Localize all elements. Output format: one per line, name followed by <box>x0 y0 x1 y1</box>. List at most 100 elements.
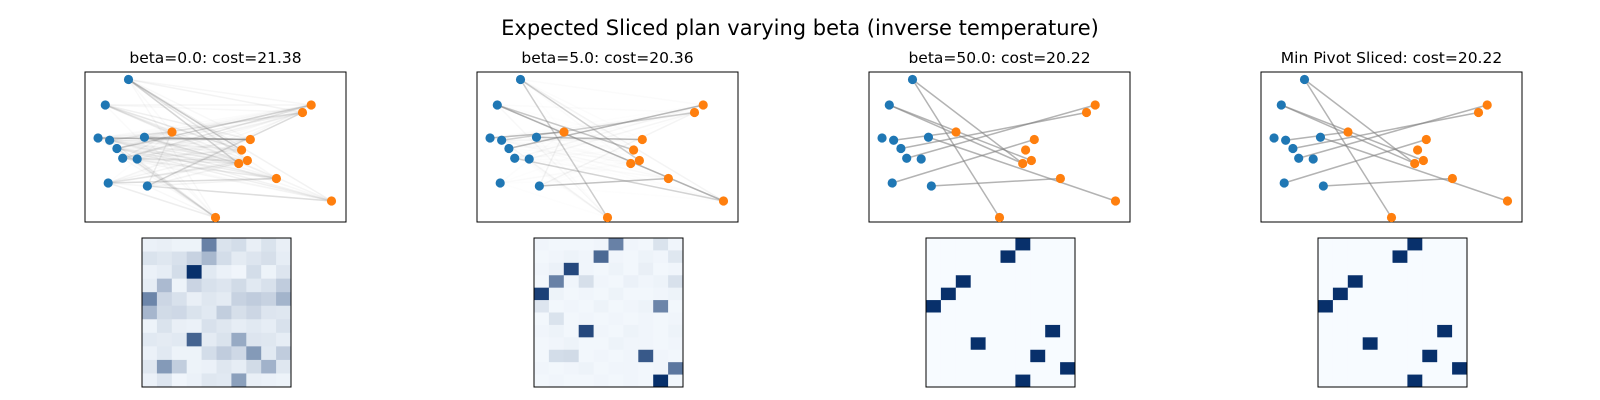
plan-cell <box>186 265 202 280</box>
target-point <box>167 127 177 137</box>
transport-link <box>496 104 609 219</box>
plan-cell <box>970 238 986 251</box>
plan-cell <box>985 300 1001 313</box>
target-point <box>297 107 308 118</box>
plan-cell <box>186 346 202 361</box>
source-point <box>926 181 936 191</box>
plan-cell <box>1015 374 1031 388</box>
matrix-frame <box>141 237 292 388</box>
plan-cell <box>246 238 262 252</box>
plan-cell <box>548 374 565 388</box>
source-point <box>1299 74 1310 85</box>
plan-cell <box>1318 324 1334 338</box>
plan-cell <box>1362 287 1378 301</box>
plan-cell <box>1347 374 1364 388</box>
plan-cell <box>1045 337 1061 351</box>
plan-cell <box>608 324 624 338</box>
plan-cell <box>276 346 292 361</box>
plan-cell <box>955 324 972 338</box>
plan-cell <box>593 312 609 326</box>
plan-cell <box>1392 312 1408 326</box>
plan-cell <box>1015 349 1031 363</box>
plan-cell <box>1332 374 1349 388</box>
plan-cell <box>955 262 972 276</box>
plan-cell <box>608 262 624 276</box>
plan-cell <box>653 262 669 276</box>
plan-cell <box>216 305 232 320</box>
plan-cell <box>1045 262 1061 276</box>
source-point <box>100 100 110 110</box>
plan-cell <box>1377 238 1393 251</box>
plan-cell <box>1347 238 1364 251</box>
plan-cell <box>578 300 594 313</box>
plan-cell <box>1377 262 1393 276</box>
plan-cell <box>1362 362 1378 375</box>
transport-link <box>147 111 303 187</box>
transport-link <box>1320 136 1508 202</box>
plan-cell <box>171 359 188 374</box>
plan-cell <box>1347 324 1364 338</box>
source-point <box>1269 133 1279 143</box>
plan-cell <box>201 359 217 374</box>
plan-cell <box>1347 287 1364 301</box>
transport-link <box>122 131 173 159</box>
plan-cell <box>1422 374 1438 388</box>
source-point <box>1318 181 1328 191</box>
plan-cell <box>653 238 669 251</box>
plan-cell <box>1045 349 1061 363</box>
plan-cell <box>1362 349 1378 363</box>
transport-link <box>144 136 277 180</box>
transport-link <box>105 104 242 151</box>
plan-cell <box>231 238 247 252</box>
plan-cell <box>1407 324 1423 338</box>
plan-cell <box>623 374 639 388</box>
transport-link <box>928 136 1116 202</box>
source-point <box>485 133 495 143</box>
plan-cell <box>1407 349 1423 363</box>
plan-cell <box>1422 312 1438 326</box>
plan-cell <box>926 300 942 313</box>
plan-cell <box>653 250 669 264</box>
transport-link <box>116 147 277 180</box>
plan-cell <box>985 287 1001 301</box>
plan-cell <box>1000 287 1016 301</box>
plan-cell <box>1000 362 1016 375</box>
plan-cell <box>276 238 292 252</box>
target-point <box>245 134 255 145</box>
plan-cell <box>608 374 624 388</box>
transport-link <box>98 137 251 141</box>
plan-cell <box>1045 362 1061 375</box>
plan-cell <box>668 300 684 313</box>
plan-cell <box>1060 250 1076 264</box>
plan-cell <box>1437 362 1453 375</box>
target-point <box>1473 107 1484 118</box>
plan-cell <box>1000 324 1016 338</box>
plan-cell <box>1000 275 1016 289</box>
plan-cell <box>261 251 277 266</box>
transport-link <box>900 111 1087 150</box>
plan-cell <box>1015 324 1031 338</box>
plan-cell <box>668 362 684 375</box>
plan-cell <box>261 373 277 388</box>
plan-cell <box>186 238 202 252</box>
source-point <box>877 133 887 143</box>
plan-cell <box>1392 262 1408 276</box>
plan-cell <box>955 337 972 351</box>
plan-cell <box>276 332 292 347</box>
transport-link <box>105 104 303 114</box>
target-point <box>306 100 316 110</box>
plan-cell <box>668 238 684 251</box>
transport-link <box>109 139 216 219</box>
plan-cell <box>1318 337 1334 351</box>
target-point <box>1090 100 1100 110</box>
plan-cell <box>201 292 217 307</box>
plan-cell <box>970 275 986 289</box>
transport-link <box>1303 79 1393 218</box>
plan-cell <box>668 374 684 388</box>
plan-cell <box>276 292 292 307</box>
plan-cell <box>563 349 580 363</box>
plan-cell <box>970 324 986 338</box>
plan-cell <box>548 275 565 289</box>
plan-cell <box>1452 374 1468 388</box>
plan-cell <box>926 349 942 363</box>
